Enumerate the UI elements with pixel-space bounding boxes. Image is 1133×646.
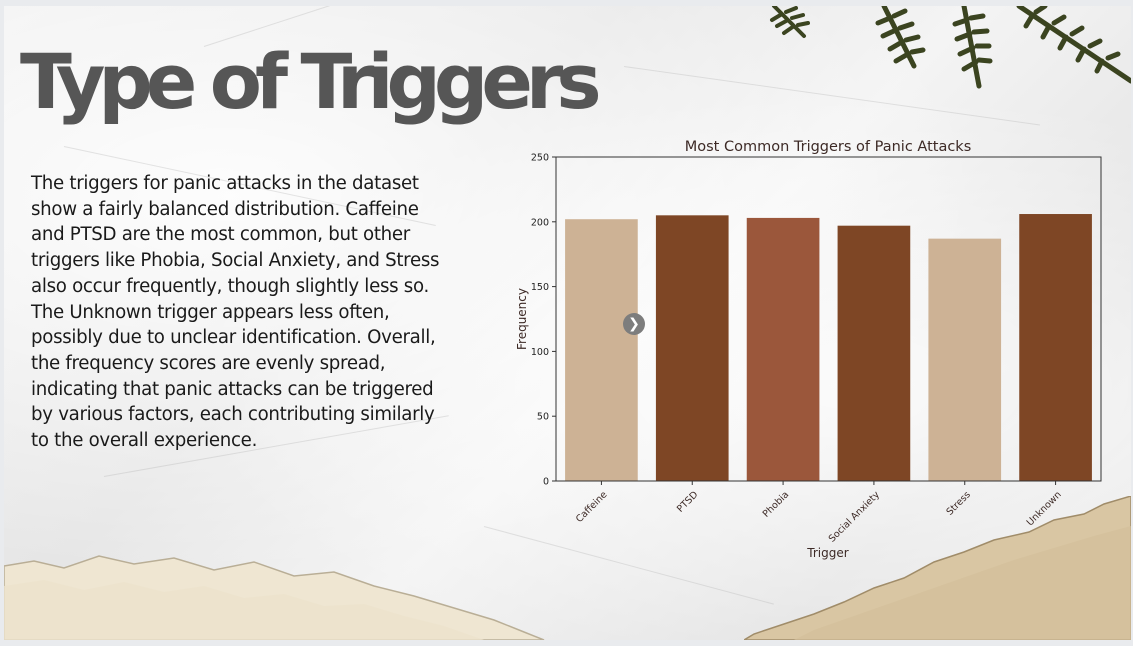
bar-phobia xyxy=(746,217,820,482)
slide: Type of Triggers The triggers for panic … xyxy=(4,6,1131,640)
bar-unknown xyxy=(1019,214,1092,482)
x-tick-label: Stress xyxy=(944,489,972,517)
x-tick-label: Phobia xyxy=(761,489,791,519)
bar-caffeine xyxy=(565,219,638,481)
x-tick-label: Social Anxiety xyxy=(827,489,883,545)
fern-leaves-decoration xyxy=(770,6,1131,89)
y-tick-label: 250 xyxy=(531,153,549,164)
bar-chart: Most Common Triggers of Panic Attacks 0 5… xyxy=(515,139,1102,560)
slide-title: Type of Triggers xyxy=(20,37,602,126)
torn-paper-decoration xyxy=(4,555,545,640)
y-axis-label: Frequency xyxy=(515,288,529,350)
y-axis: 0 50 100 150 200 250 xyxy=(531,153,556,488)
x-axis-label: Trigger xyxy=(806,546,848,560)
y-tick-label: 50 xyxy=(537,412,549,423)
chevron-right-icon[interactable]: ❯ xyxy=(623,313,645,335)
y-tick-label: 100 xyxy=(531,347,549,358)
slide-body-text: The triggers for panic attacks in the da… xyxy=(31,173,440,452)
plot-area xyxy=(565,214,1092,482)
x-tick-label: PTSD xyxy=(675,489,700,514)
y-tick-label: 0 xyxy=(543,477,549,488)
bar-social-anxiety xyxy=(837,225,911,481)
x-tick-label: Caffeine xyxy=(574,489,610,525)
x-tick-label: Unknown xyxy=(1025,489,1064,528)
paper-crease xyxy=(623,66,1040,126)
x-axis: Caffeine PTSD Phobia Social Anxiety Stress Un… xyxy=(574,481,1064,545)
plot-frame xyxy=(555,156,1102,482)
y-tick-label: 150 xyxy=(531,282,549,293)
bar-stress xyxy=(928,238,1002,481)
y-tick-label: 200 xyxy=(531,217,549,228)
bar-ptsd xyxy=(655,215,729,481)
chart-title: Most Common Triggers of Panic Attacks xyxy=(685,139,972,155)
